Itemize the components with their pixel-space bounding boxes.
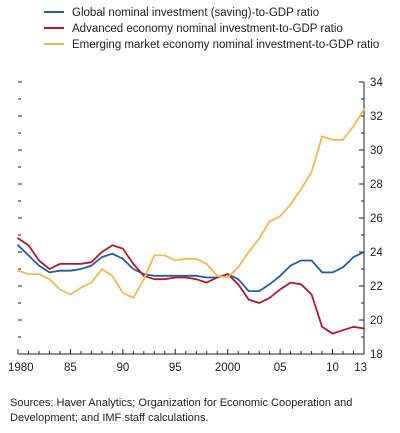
legend-label-2: Advanced economy nominal investment-to-G… xyxy=(72,23,343,35)
legend: Global nominal investment (saving)-to-GD… xyxy=(44,7,379,51)
x-tick-label: 2000 xyxy=(215,362,241,374)
x-tick-label: 13 xyxy=(354,362,367,374)
y-tick-label: 20 xyxy=(370,315,383,327)
y-tick-label: 22 xyxy=(370,281,383,293)
series-line-2 xyxy=(17,237,365,335)
legend-label-3: Emerging market economy nominal investme… xyxy=(72,39,379,51)
axes: 18 20 22 24 26 28 30 32 34 1980 85 90 95 2000 05 10 13 xyxy=(8,77,383,374)
series-lines xyxy=(17,108,365,335)
y-tick-label: 34 xyxy=(370,77,383,89)
x-tick-label: 1980 xyxy=(8,362,34,374)
y-tick-label: 30 xyxy=(370,145,383,157)
line-chart: Global nominal investment (saving)-to-GD… xyxy=(8,7,383,374)
y-tick-label: 24 xyxy=(370,247,383,259)
series-line-3 xyxy=(17,108,365,299)
x-tick-label: 10 xyxy=(326,362,339,374)
series-line-1 xyxy=(17,244,365,292)
y-tick-label: 28 xyxy=(370,179,383,191)
legend-label-1: Global nominal investment (saving)-to-GD… xyxy=(72,7,319,19)
source-note: Sources: Haver Analytics; Organization f… xyxy=(10,397,353,424)
x-tick-label: 05 xyxy=(274,362,287,374)
y-tick-label: 18 xyxy=(370,349,383,361)
x-tick-label: 85 xyxy=(64,362,77,374)
y-tick-label: 26 xyxy=(370,213,383,225)
x-tick-label: 95 xyxy=(169,362,182,374)
x-tick-label: 90 xyxy=(116,362,129,374)
y-tick-label: 32 xyxy=(370,111,383,123)
